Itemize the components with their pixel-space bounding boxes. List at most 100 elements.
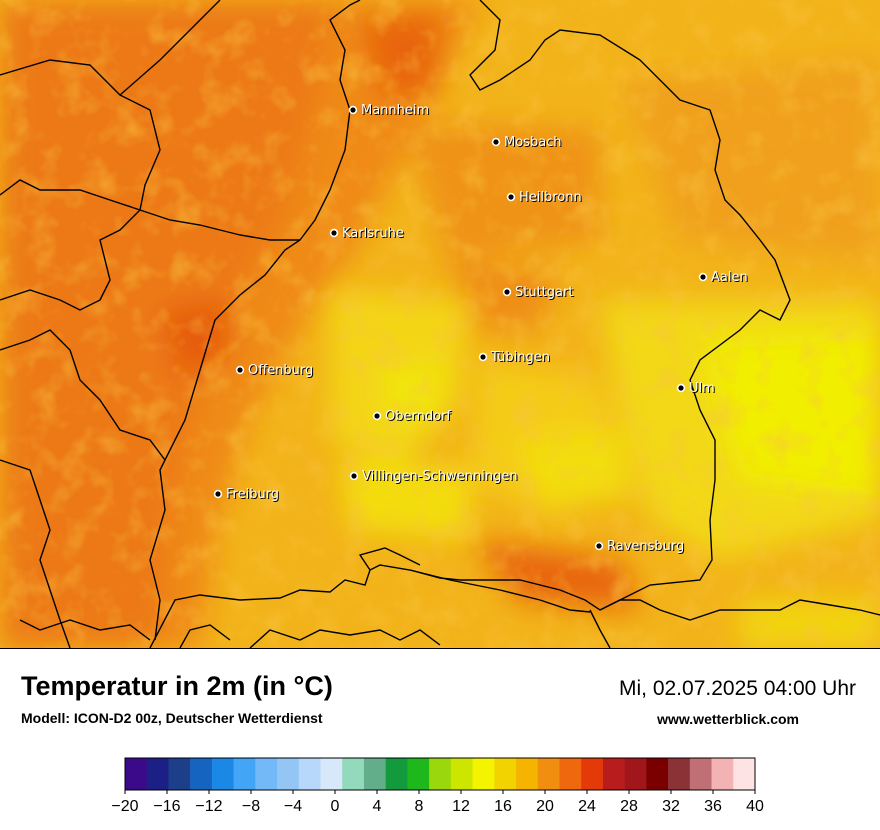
colorbar-segment bbox=[689, 758, 712, 790]
city-label: Mosbach bbox=[504, 135, 562, 150]
city-label: Heilbronn bbox=[519, 190, 582, 205]
state-borders bbox=[0, 0, 880, 648]
city-label: Tübingen bbox=[490, 350, 550, 365]
city-dot bbox=[329, 228, 339, 238]
colorbar-segment bbox=[190, 758, 213, 790]
map-title: Temperatur in 2m (in °C) bbox=[21, 671, 333, 701]
colorbar-segment bbox=[168, 758, 191, 790]
city-dot bbox=[698, 272, 708, 282]
colorbar-segments bbox=[124, 757, 756, 791]
city-dot bbox=[506, 192, 516, 202]
colorbar-ticks: −20 −16 −12 −8 −4 0 4 8 12 16 20 24 28 32 36 40 bbox=[111, 790, 764, 815]
city-label: Oberndorf bbox=[385, 409, 451, 424]
colorbar-segment bbox=[494, 758, 517, 790]
city-dot bbox=[594, 541, 604, 551]
colorbar-frame bbox=[124, 757, 756, 791]
colorbar-segment bbox=[450, 758, 473, 790]
colorbar-tick-label: 16 bbox=[494, 798, 512, 815]
temperature-colorbar: −20 −16 −12 −8 −4 0 4 8 12 16 20 24 28 32 36 40 bbox=[111, 757, 764, 815]
colorbar-tick-label: 32 bbox=[662, 798, 680, 815]
colorbar-segment bbox=[624, 758, 647, 790]
colorbar-tick-label: −4 bbox=[284, 798, 302, 815]
map-texture bbox=[0, 0, 880, 648]
colorbar-segment bbox=[711, 758, 734, 790]
city-dot bbox=[348, 105, 358, 115]
colorbar-segment bbox=[211, 758, 234, 790]
colorbar-segment bbox=[407, 758, 430, 790]
colorbar-tick-label: 24 bbox=[578, 798, 596, 815]
colorbar-segment bbox=[472, 758, 495, 790]
colorbar-tick-label: −20 bbox=[111, 798, 138, 815]
city-label-shadow: Offenburg bbox=[249, 364, 314, 379]
colorbar-segment bbox=[146, 758, 169, 790]
city-dot bbox=[478, 352, 488, 362]
colorbar-tick-label: 8 bbox=[415, 798, 424, 815]
colorbar-tick-label: 12 bbox=[452, 798, 470, 815]
city-label-shadow: Mannheim bbox=[362, 104, 430, 119]
colorbar-segment bbox=[516, 758, 539, 790]
city-dot bbox=[676, 383, 686, 393]
city-label-shadow: Mosbach bbox=[505, 136, 563, 151]
colorbar-segment bbox=[668, 758, 691, 790]
colorbar-segment bbox=[602, 758, 625, 790]
temperature-map[interactable]: Mannheim Mannheim Mosbach Mosbach Heilbronn H… bbox=[0, 0, 880, 649]
colorbar-tick-label: −12 bbox=[195, 798, 222, 815]
city-dot bbox=[502, 287, 512, 297]
city-label: Ulm bbox=[689, 381, 715, 396]
colorbar-segment bbox=[298, 758, 321, 790]
colorbar-segment bbox=[646, 758, 669, 790]
colorbar-segment bbox=[559, 758, 582, 790]
colorbar-segment bbox=[233, 758, 256, 790]
city-label: Karlsruhe bbox=[342, 226, 404, 241]
city-label: Mannheim bbox=[361, 103, 429, 118]
city-marker-villingen-schwenningen[interactable]: Villingen-SchwenningenVillingen-Schwenni… bbox=[349, 469, 519, 485]
city-label: Villingen-Schwenningen bbox=[362, 469, 518, 484]
city-label-shadow: Ulm bbox=[690, 382, 716, 397]
city-label-shadow: Heilbronn bbox=[520, 191, 583, 206]
city-label-shadow: Freiburg bbox=[227, 488, 280, 503]
forecast-datetime: Mi, 02.07.2025 04:00 Uhr bbox=[619, 677, 856, 700]
city-label: Offenburg bbox=[248, 363, 313, 378]
city-label-shadow: Oberndorf bbox=[386, 410, 452, 425]
city-label-shadow: Villingen-Schwenningen bbox=[363, 470, 519, 485]
city-dot bbox=[372, 411, 382, 421]
website-label: www.wetterblick.com bbox=[657, 711, 799, 727]
city-dot bbox=[349, 471, 359, 481]
city-label-shadow: Aalen bbox=[712, 271, 749, 286]
colorbar-tick-label: 36 bbox=[704, 798, 722, 815]
city-label-shadow: Stuttgart bbox=[516, 286, 574, 301]
city-label: Ravensburg bbox=[607, 539, 684, 554]
colorbar-segment bbox=[320, 758, 343, 790]
colorbar-segment bbox=[733, 758, 756, 790]
model-subtitle: Modell: ICON-D2 00z, Deutscher Wetterdie… bbox=[21, 710, 323, 726]
colorbar-tick-label: 28 bbox=[620, 798, 638, 815]
colorbar-segment bbox=[277, 758, 300, 790]
city-label-shadow: Ravensburg bbox=[608, 540, 685, 555]
city-dot bbox=[213, 489, 223, 499]
colorbar-tick-label: −16 bbox=[153, 798, 180, 815]
colorbar-tick-label: −8 bbox=[242, 798, 260, 815]
colorbar-tick-label: 20 bbox=[536, 798, 554, 815]
colorbar-segment bbox=[385, 758, 408, 790]
colorbar-segment bbox=[255, 758, 278, 790]
colorbar-segment bbox=[429, 758, 452, 790]
city-label: Freiburg bbox=[226, 487, 279, 502]
colorbar-segment bbox=[581, 758, 604, 790]
colorbar-segment bbox=[537, 758, 560, 790]
colorbar-segment bbox=[125, 758, 148, 790]
city-dot bbox=[235, 365, 245, 375]
colorbar-tick-label: 40 bbox=[746, 798, 764, 815]
